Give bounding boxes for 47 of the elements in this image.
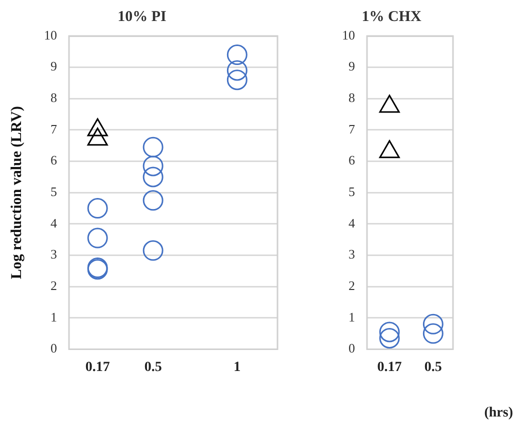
y-tick-label: 4: [348, 215, 356, 230]
point: [87, 228, 108, 248]
point: [379, 322, 400, 342]
y-tick-label: 9: [348, 58, 355, 74]
y-tick-label: 0: [348, 340, 355, 356]
x-tick-label: 0.5: [144, 360, 162, 376]
y-tick-label: 10: [44, 27, 57, 42]
y-tick-label: 8: [348, 90, 355, 106]
point: [379, 328, 400, 348]
x-tick-label: 0.17: [377, 360, 402, 376]
y-tick-label: 3: [348, 246, 355, 262]
point: [422, 323, 444, 344]
y-tick-label: 5: [50, 184, 57, 200]
point: [87, 198, 108, 219]
y-tick-label: 3: [50, 246, 57, 262]
x-tick-label: 0.5: [424, 360, 442, 376]
point: [226, 44, 248, 66]
point: [142, 156, 164, 176]
point: [226, 70, 248, 90]
point: [142, 190, 164, 211]
y-tick-label: 4: [50, 215, 58, 230]
y-tick-label: 5: [348, 184, 355, 200]
point: [379, 94, 400, 113]
y-tick-label: 0: [50, 340, 57, 356]
y-tick-label: 6: [348, 152, 356, 168]
point: [379, 140, 400, 158]
y-axis-title: Log reduction value (LRV): [8, 106, 25, 280]
y-tick-label: 2: [50, 278, 57, 293]
point: [142, 166, 164, 188]
y-tick-label: 6: [50, 152, 58, 168]
y-tick-label: 7: [348, 121, 356, 136]
y-tick-label: 8: [50, 90, 57, 106]
x-tick-label: 1: [234, 360, 241, 376]
point: [142, 240, 164, 261]
chart-title: 1% CHX: [362, 8, 422, 25]
point: [226, 60, 248, 81]
y-tick-label: 2: [348, 278, 355, 293]
point: [422, 314, 444, 334]
x-tick-label: 0.17: [85, 360, 110, 376]
y-tick-label: 7: [50, 121, 58, 136]
y-tick-label: 9: [50, 58, 57, 74]
x-axis-title: (hrs): [484, 406, 514, 421]
point: [142, 136, 164, 158]
y-tick-label: 1: [50, 309, 57, 324]
y-tick-label: 1: [348, 309, 355, 324]
chart-title: 10% PI: [118, 8, 167, 25]
y-tick-label: 10: [342, 27, 355, 42]
